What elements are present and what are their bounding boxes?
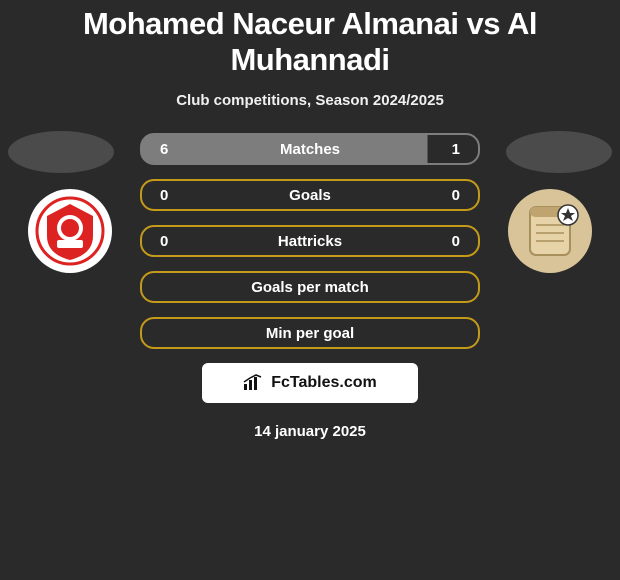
stat-label: Min per goal bbox=[160, 325, 460, 342]
bar-chart-icon bbox=[243, 374, 265, 392]
date-text: 14 january 2025 bbox=[0, 423, 620, 440]
stat-value-right: 1 bbox=[440, 141, 460, 158]
watermark-badge: FcTables.com bbox=[202, 363, 418, 403]
stat-value-right: 0 bbox=[440, 233, 460, 250]
stat-value-left: 6 bbox=[160, 141, 180, 158]
club-badge-left bbox=[28, 189, 112, 273]
page-title: Mohamed Naceur Almanai vs Al Muhannadi bbox=[0, 0, 620, 78]
stat-row-matches: 6 Matches 1 bbox=[140, 133, 480, 165]
stat-label: Hattricks bbox=[180, 233, 440, 250]
stat-row-goals: 0 Goals 0 bbox=[140, 179, 480, 211]
page-subtitle: Club competitions, Season 2024/2025 bbox=[0, 92, 620, 109]
club-crest-left-icon bbox=[35, 196, 105, 266]
player-right-ellipse bbox=[506, 131, 612, 173]
stats-list: 6 Matches 1 0 Goals 0 0 Hattricks 0 Goal… bbox=[140, 133, 480, 349]
stat-label: Goals bbox=[180, 187, 440, 204]
watermark-text: FcTables.com bbox=[271, 374, 377, 392]
stat-value-left: 0 bbox=[160, 187, 180, 204]
stat-row-mpg: Min per goal bbox=[140, 317, 480, 349]
stat-value-left: 0 bbox=[160, 233, 180, 250]
stat-row-gpm: Goals per match bbox=[140, 271, 480, 303]
stat-label: Matches bbox=[180, 141, 440, 158]
comparison-container: 6 Matches 1 0 Goals 0 0 Hattricks 0 Goal… bbox=[0, 133, 620, 440]
player-left-ellipse bbox=[8, 131, 114, 173]
club-crest-right-icon bbox=[516, 197, 584, 265]
stat-value-right: 0 bbox=[440, 187, 460, 204]
stat-label: Goals per match bbox=[160, 279, 460, 296]
stat-row-hattricks: 0 Hattricks 0 bbox=[140, 225, 480, 257]
club-badge-right bbox=[508, 189, 592, 273]
